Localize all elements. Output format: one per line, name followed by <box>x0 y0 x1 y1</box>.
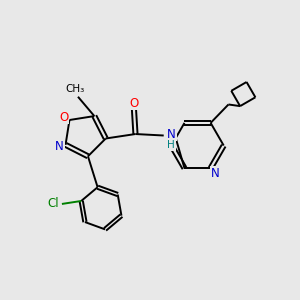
Text: CH₃: CH₃ <box>65 84 85 94</box>
Text: O: O <box>59 110 69 124</box>
Text: N: N <box>55 140 64 153</box>
Text: Cl: Cl <box>47 197 59 210</box>
Text: N: N <box>211 167 220 180</box>
Text: O: O <box>129 97 139 110</box>
Text: N: N <box>167 128 176 140</box>
Text: H: H <box>167 140 175 150</box>
